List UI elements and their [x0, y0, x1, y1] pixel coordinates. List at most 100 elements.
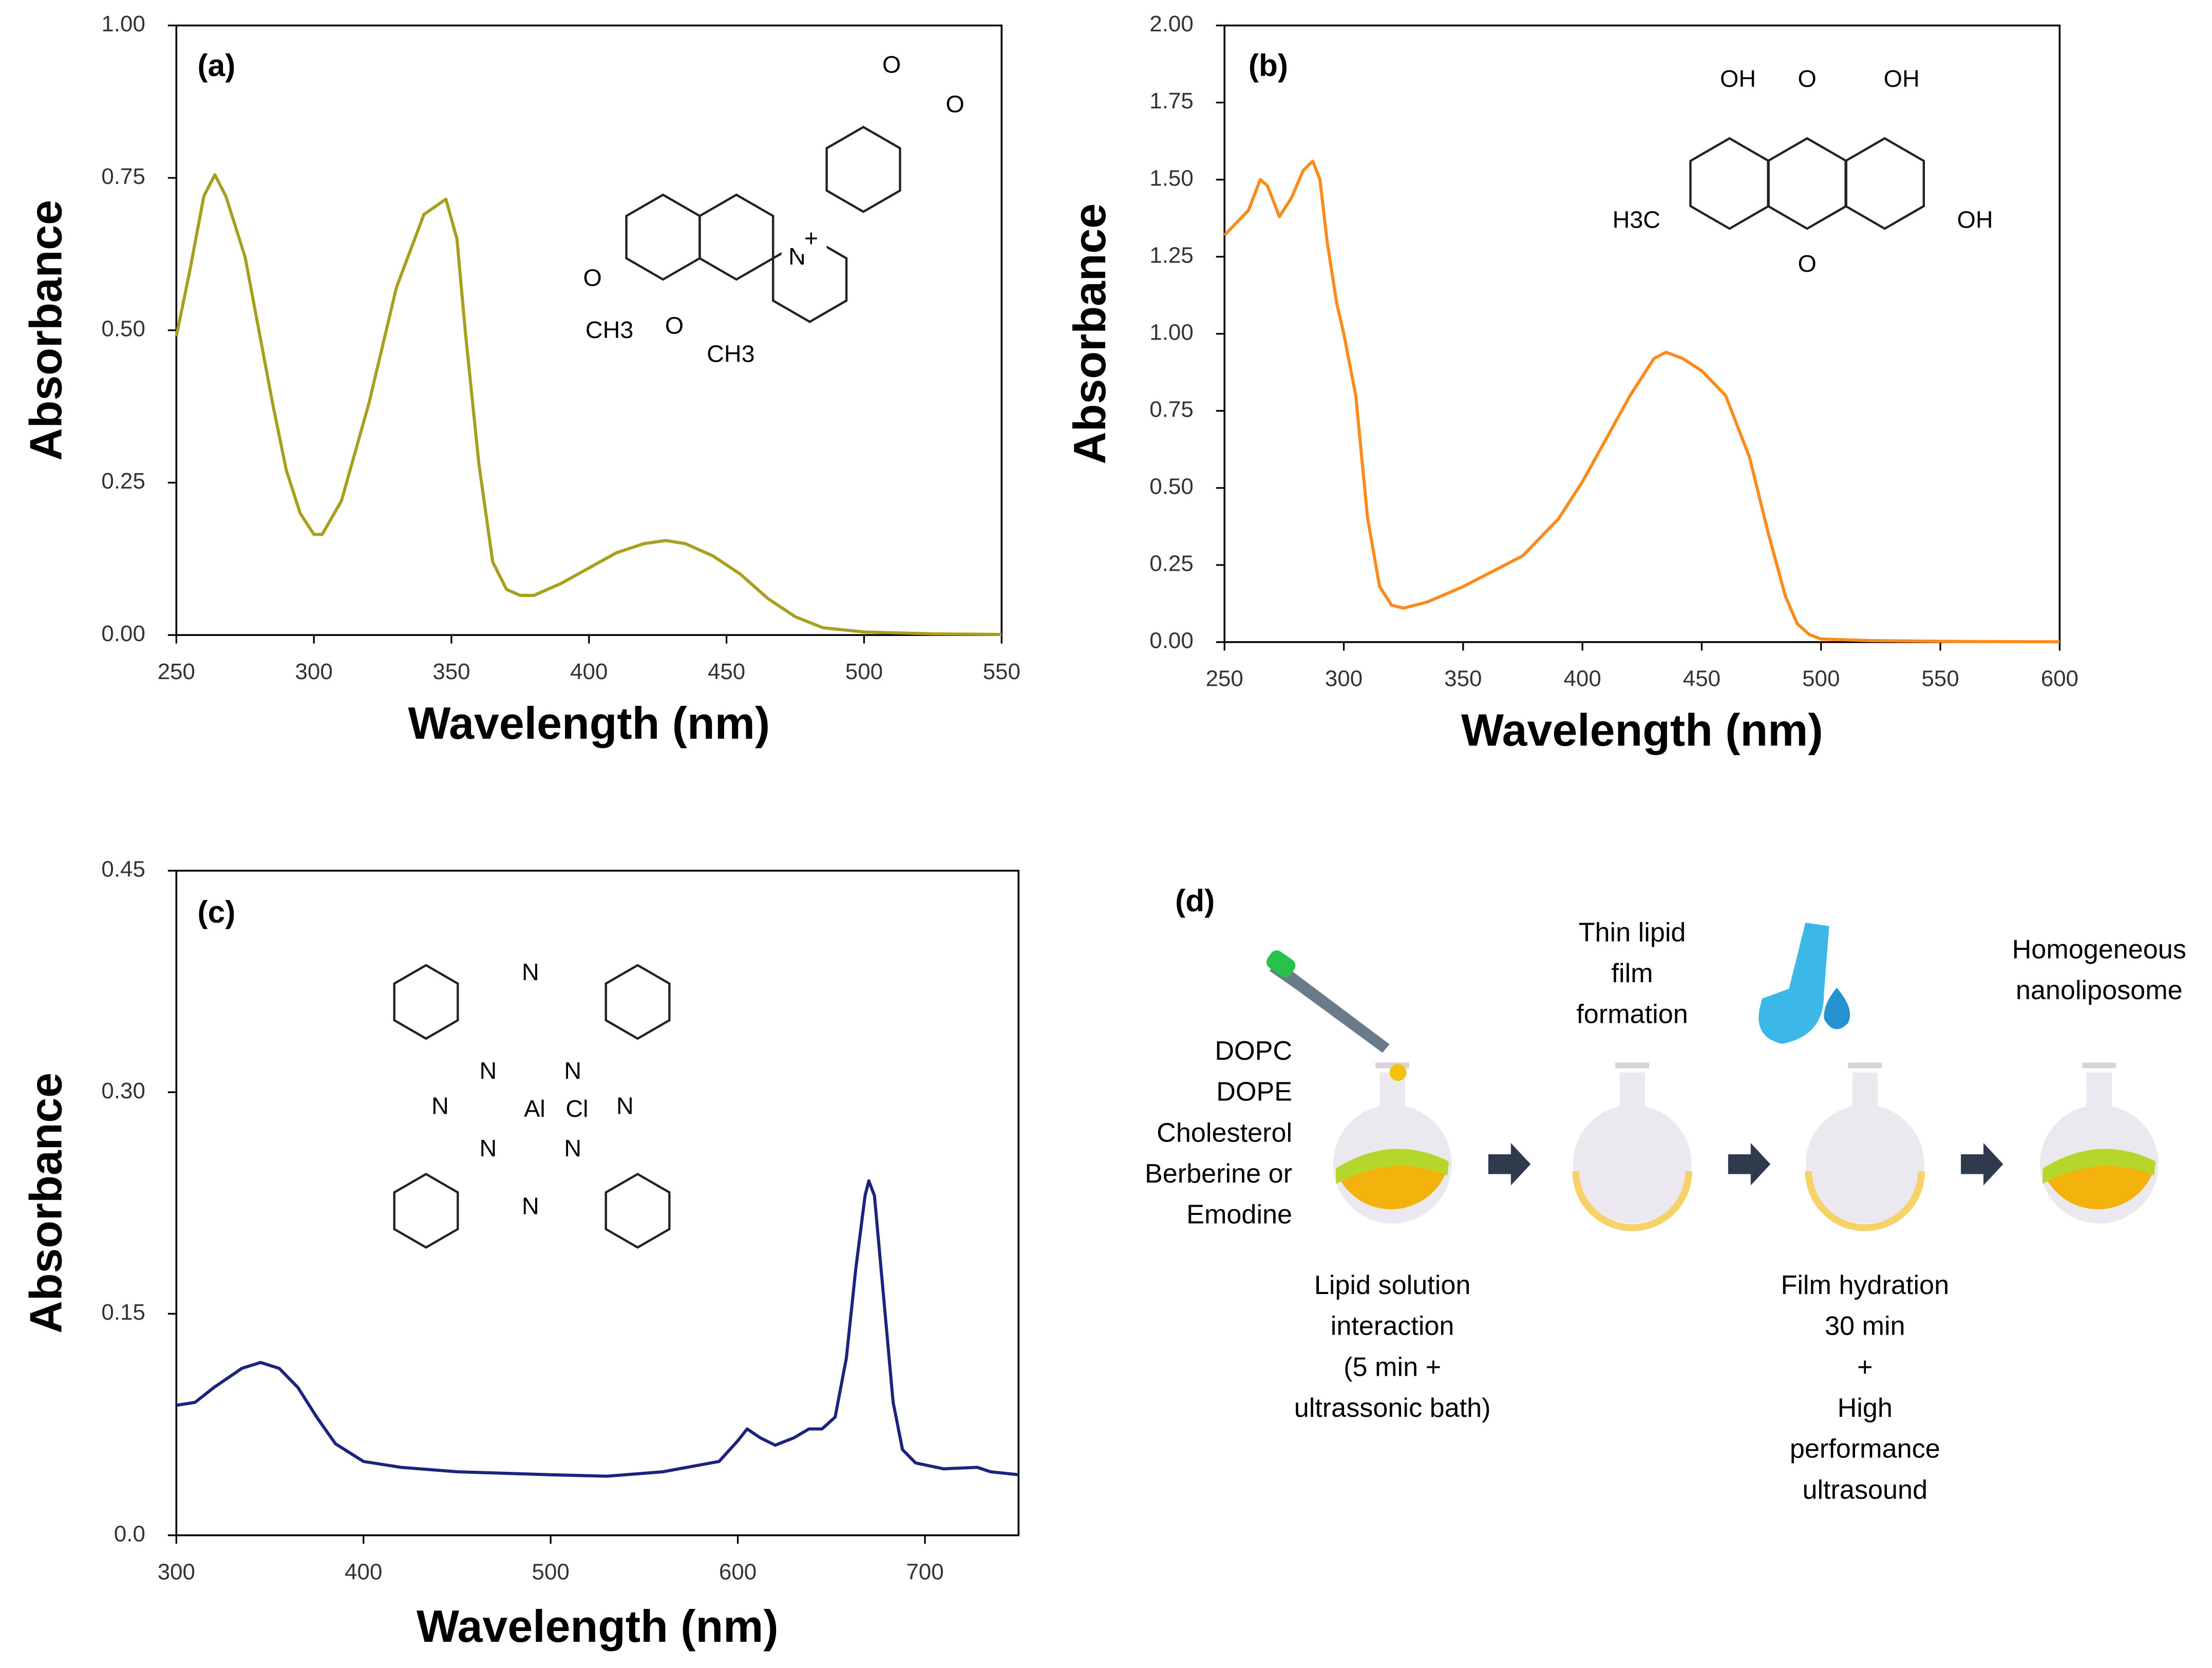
beaker — [1759, 923, 1829, 1044]
atom-label: CH3 — [707, 341, 754, 367]
spectrum-line — [175, 173, 1002, 636]
atom-label: O — [1798, 250, 1817, 277]
x-tick-label: 500 — [532, 1559, 570, 1584]
x-tick-label: 350 — [432, 659, 470, 684]
atom-label: Cl — [565, 1095, 588, 1122]
atom-label: Al — [524, 1095, 545, 1122]
atom-bg — [557, 1058, 589, 1087]
atom-bg — [561, 1096, 593, 1125]
atom-bg — [594, 317, 625, 346]
step-label: nanoliposome — [2016, 976, 2183, 1005]
y-axis-label: Absorbance — [20, 1073, 71, 1334]
y-tick-label: 0.15 — [101, 1300, 145, 1325]
y-tick-label: 0.00 — [1149, 628, 1194, 653]
drop — [1389, 1064, 1407, 1081]
flask-foam — [1336, 1149, 1449, 1184]
step-label: interaction — [1331, 1311, 1454, 1341]
x-tick-label: 500 — [1802, 666, 1840, 691]
step-label: Homogeneous — [2012, 934, 2186, 964]
arrow — [1488, 1143, 1531, 1186]
atom-label: OH — [1720, 65, 1756, 92]
atom-label: N — [480, 1135, 497, 1161]
atom-bg — [658, 313, 690, 342]
ring — [825, 125, 901, 213]
x-tick-label: 600 — [2041, 666, 2078, 691]
atom-bg — [796, 226, 827, 254]
panel-label: (a) — [198, 48, 236, 83]
ring — [1844, 137, 1925, 230]
flask-rim — [1848, 1062, 1882, 1069]
panel-label: (c) — [198, 894, 236, 929]
x-tick-label: 450 — [708, 659, 745, 684]
y-tick-label: 0.50 — [101, 316, 145, 341]
x-tick-label: 250 — [1206, 666, 1243, 691]
ring — [772, 236, 848, 323]
atom-label: + — [804, 224, 818, 251]
y-tick-label: 2.00 — [1149, 11, 1194, 36]
x-axis-label: Wavelength (nm) — [417, 1601, 779, 1652]
flask-rim — [2082, 1062, 2116, 1069]
flask-body — [1573, 1104, 1692, 1224]
atom-label: O — [882, 51, 901, 78]
atom-label: N — [480, 1057, 497, 1084]
atom-bg — [1791, 251, 1823, 280]
arrow — [1728, 1143, 1771, 1186]
y-tick-label: 1.00 — [101, 11, 145, 36]
molecule: N N N N N N N N Al Cl — [393, 959, 671, 1249]
y-tick-label: 0.50 — [1149, 474, 1194, 499]
flask-film — [1805, 1171, 1925, 1231]
atom-label: OH — [1884, 65, 1920, 92]
x-tick-label: 450 — [1683, 666, 1721, 691]
atom-bg — [1722, 66, 1754, 95]
x-tick-label: 400 — [345, 1559, 382, 1584]
x-tick-label: 350 — [1444, 666, 1482, 691]
atom-bg — [1886, 66, 1917, 95]
atom-bg — [876, 52, 908, 81]
atom-bg — [1959, 207, 1991, 236]
atom-bg — [424, 1093, 456, 1122]
ring — [393, 964, 459, 1040]
atom-bg — [715, 341, 747, 370]
step-label: film — [1611, 959, 1653, 988]
dropper — [1270, 959, 1390, 1053]
spectrum-line — [176, 1179, 1019, 1478]
y-axis-label: Absorbance — [1064, 203, 1115, 464]
water-drop — [1824, 987, 1850, 1029]
step-label: performance — [1790, 1434, 1940, 1464]
x-tick-label: 550 — [983, 659, 1020, 684]
step-label: ultrassonic bath) — [1294, 1393, 1491, 1423]
x-tick-label: 300 — [158, 1559, 195, 1584]
flask-rim — [1375, 1062, 1410, 1069]
spectrum-line — [1223, 159, 2060, 644]
atom-label: O — [1798, 65, 1817, 92]
flask-body — [1805, 1104, 1924, 1224]
step-label: (5 min + — [1344, 1352, 1441, 1382]
x-axis-label: Wavelength (nm) — [408, 698, 770, 748]
ring — [698, 193, 774, 281]
arrow — [1961, 1143, 2003, 1186]
x-tick-label: 250 — [158, 659, 195, 684]
flask-rim — [1615, 1062, 1650, 1069]
atom-label: H3C — [1613, 207, 1660, 233]
atom-bg — [472, 1058, 504, 1087]
component: DOPC — [1215, 1036, 1292, 1066]
atom-label: O — [665, 312, 684, 339]
flask-film — [1572, 1171, 1692, 1231]
atom-label: N — [522, 1193, 539, 1220]
atom-label: N — [522, 959, 539, 985]
atom-bg — [939, 91, 971, 120]
atom-bg — [577, 265, 608, 294]
x-tick-label: 550 — [1921, 666, 1959, 691]
panel-label: (b) — [1249, 48, 1288, 83]
dropper-bulb — [1266, 950, 1296, 978]
x-tick-label: 500 — [845, 659, 883, 684]
y-tick-label: 0.45 — [101, 857, 145, 882]
atom-bg — [557, 1136, 589, 1165]
flask-foam — [2043, 1149, 2156, 1184]
step-label: Thin lipid — [1579, 917, 1686, 947]
step-label: ultrasound — [1802, 1475, 1927, 1505]
step-label: High — [1838, 1393, 1893, 1423]
step-label: formation — [1576, 1000, 1688, 1029]
